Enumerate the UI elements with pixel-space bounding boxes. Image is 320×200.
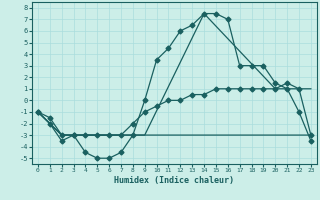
X-axis label: Humidex (Indice chaleur): Humidex (Indice chaleur) <box>115 176 234 185</box>
